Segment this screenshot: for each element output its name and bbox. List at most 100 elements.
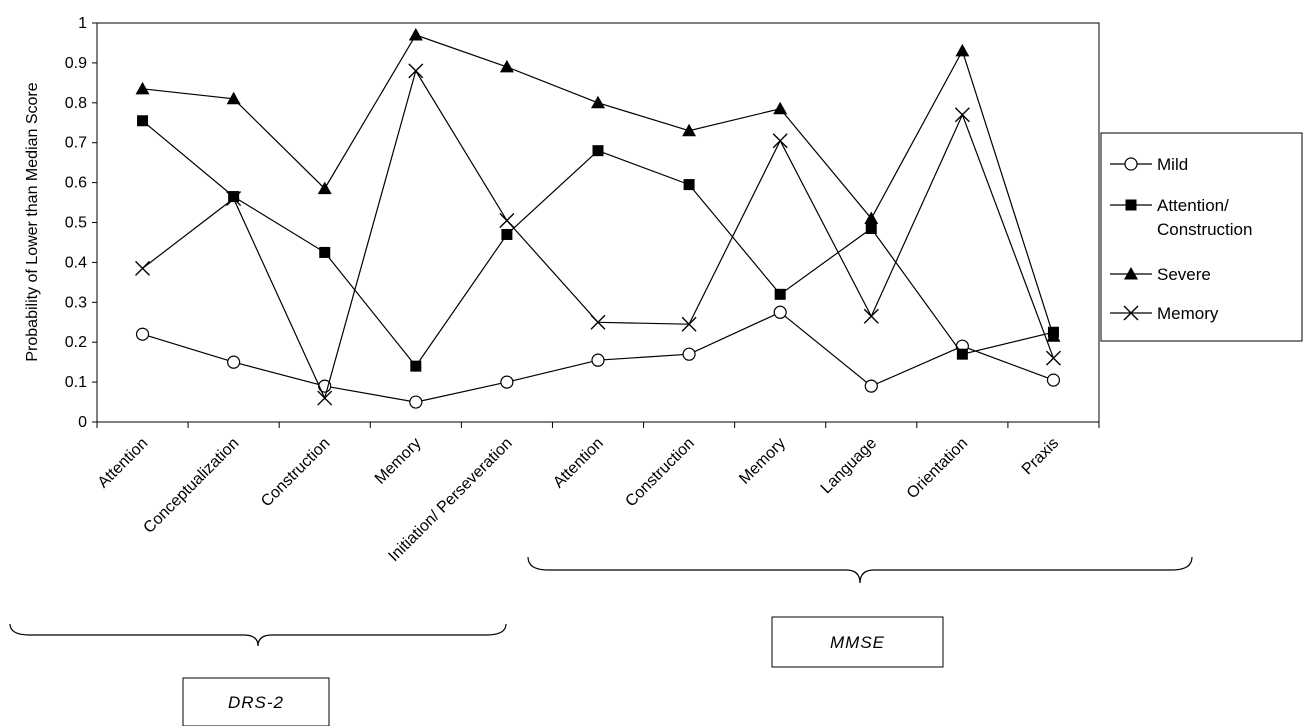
y-tick-label: 0 [78,414,87,431]
data-point [864,211,879,225]
data-point-stroke [317,390,333,406]
data-point [864,379,878,393]
data-point [591,95,605,109]
data-point [773,305,787,319]
data-point [772,133,788,149]
data-point [956,348,968,360]
data-point [1046,373,1061,387]
data-point [226,191,242,207]
data-point-stroke [863,308,879,324]
data-point [408,27,423,41]
data-point [317,390,333,406]
data-point-stroke [681,316,697,332]
data-point [499,59,514,73]
data-point [410,360,422,372]
data-point [955,43,970,57]
data-point [591,353,605,367]
data-point [1045,350,1061,366]
y-tick-label: 0.3 [65,294,87,311]
data-point-stroke [499,213,515,228]
y-tick-label: 0.2 [65,334,87,351]
y-tick-label: 0.9 [65,55,87,72]
legend-label: Severe [1157,265,1211,284]
data-point [1123,305,1139,321]
group-label: MMSE [830,633,885,652]
y-axis-title: Probability of Lower than Median Score [24,82,41,361]
series-cross [135,63,1061,406]
data-point [863,308,879,324]
y-tick-label: 0.6 [65,175,87,192]
legend-item: Memory [1110,304,1219,323]
data-point [1046,329,1061,342]
data-point-stroke [135,260,151,276]
group-label-box [182,677,330,726]
legend-item: Mild [1110,155,1188,174]
data-point [590,314,606,330]
data-point [228,191,240,203]
y-tick-label: 0.8 [65,95,87,112]
data-point [501,228,513,240]
data-point [135,327,150,341]
series-filled-triangle [135,27,1061,342]
y-tick-label: 0.5 [65,215,87,232]
series-open-circle [135,305,1061,409]
x-tick-label: Construction [622,435,698,511]
y-tick-label: 0.4 [65,254,87,271]
data-point [135,260,151,276]
group-brace [527,556,1193,584]
x-tick-label: Memory [372,435,425,488]
data-point-stroke [408,63,424,79]
group-mmse: MMSE [527,556,1193,668]
data-point [1125,199,1137,211]
x-tick-label: Attention [95,435,152,492]
data-point-stroke [1123,305,1139,321]
data-point [1124,157,1138,171]
data-point [682,123,697,137]
x-tick-label: Orientation [904,435,971,502]
data-point [592,145,604,157]
data-point [681,316,697,332]
data-point [865,222,877,234]
legend-label: Mild [1157,155,1188,174]
data-point [409,395,423,409]
data-point-stroke [590,314,606,330]
legend-label: Attention/Construction [1157,196,1252,239]
x-tick-label: Praxis [1019,435,1062,478]
legend-item: Attention/Construction [1110,196,1252,239]
y-tick-label: 0.7 [65,135,87,152]
data-point [408,63,424,79]
data-point-stroke [226,191,242,207]
y-tick-label: 1 [78,15,87,32]
y-tick-label: 0.1 [65,374,87,391]
x-tick-label: Construction [258,435,334,511]
data-point [319,246,331,258]
data-point [137,115,149,127]
group-drs-2: DRS-2 [9,623,507,726]
data-point-stroke [1045,350,1061,366]
x-tick-label: Attention [550,435,607,492]
data-point-stroke [954,107,970,123]
data-point [227,355,241,369]
data-point [317,181,332,195]
data-point [774,288,786,300]
category-groups: DRS-2 MMSE [9,556,1193,726]
group-brace [9,623,507,647]
x-tick-label: Memory [736,435,789,488]
data-point [500,375,514,389]
data-point [135,81,150,95]
group-label: DRS-2 [228,693,284,712]
legend-label-line: Construction [1157,220,1252,239]
data-point [499,213,515,228]
legend-label: Memory [1157,304,1219,323]
group-label-box [771,616,944,668]
data-point [683,179,695,191]
data-point [226,91,241,105]
data-point [682,347,696,361]
legend-label-line: Attention/ [1157,196,1229,215]
legend-item: Severe [1110,265,1211,284]
data-point-stroke [772,133,788,149]
series-layer [135,27,1061,409]
data-point [773,101,788,115]
x-tick-label: Language [818,435,880,497]
